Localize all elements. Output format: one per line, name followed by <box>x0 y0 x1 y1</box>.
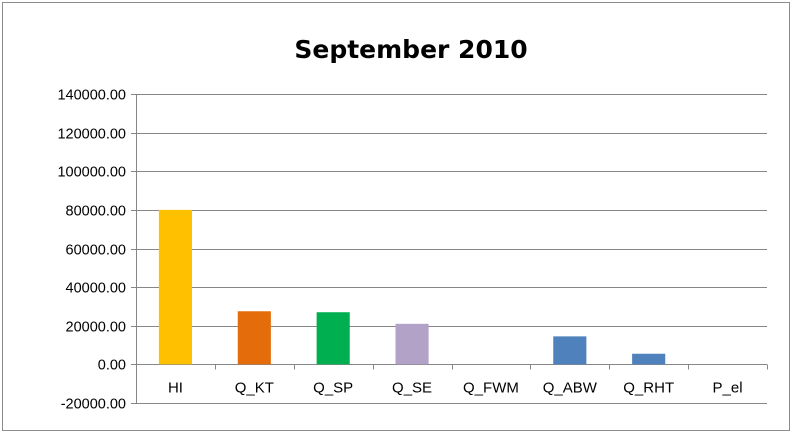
bars <box>158 209 666 365</box>
x-tick-label: Q_SP <box>313 380 353 397</box>
bar-chart: September 2010 140000.00 120000.00 100000.… <box>57 35 768 413</box>
y-tick-label: 120000.00 <box>57 127 126 143</box>
x-tick-label: Q_KT <box>235 380 274 397</box>
bar-q-rht <box>632 353 666 365</box>
y-tick-label: 100000.00 <box>57 165 126 181</box>
x-tick-label: Q_FWM <box>463 380 519 397</box>
bar-q-sp <box>316 312 350 365</box>
bar-q-se <box>395 323 429 365</box>
chart-title: September 2010 <box>294 35 527 64</box>
bar-q-kt <box>237 311 271 365</box>
y-tick-label: 40000.00 <box>66 281 126 297</box>
x-tick-label: Q_ABW <box>543 380 598 397</box>
x-tick-label: P_el <box>713 380 743 397</box>
labels: 140000.00 120000.00 100000.00 80000.00 60000… <box>57 88 742 413</box>
axes <box>131 94 768 404</box>
y-tick-label: 140000.00 <box>57 88 126 104</box>
x-tick-label: HI <box>168 380 183 397</box>
y-tick-label: 20000.00 <box>66 320 126 336</box>
y-tick-label: 0.00 <box>98 358 126 374</box>
x-tick-label: Q_RHT <box>623 380 674 397</box>
bar-q-abw <box>553 336 587 365</box>
bar-hi <box>158 209 193 365</box>
gridlines <box>136 94 767 404</box>
y-tick-label: -20000.00 <box>61 397 126 413</box>
y-tick-label: 80000.00 <box>66 204 126 220</box>
y-tick-label: 60000.00 <box>66 243 126 259</box>
chart-frame: September 2010 140000.00 120000.00 100000.… <box>2 2 790 431</box>
x-tick-label: Q_SE <box>392 380 432 397</box>
